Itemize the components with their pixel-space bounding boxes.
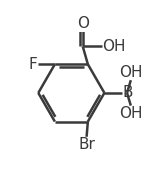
Text: OH: OH <box>119 65 143 80</box>
Text: O: O <box>77 16 89 31</box>
Text: Br: Br <box>78 137 95 152</box>
Text: OH: OH <box>119 106 143 121</box>
Text: B: B <box>123 85 133 100</box>
Text: OH: OH <box>102 39 126 54</box>
Text: F: F <box>29 57 38 72</box>
